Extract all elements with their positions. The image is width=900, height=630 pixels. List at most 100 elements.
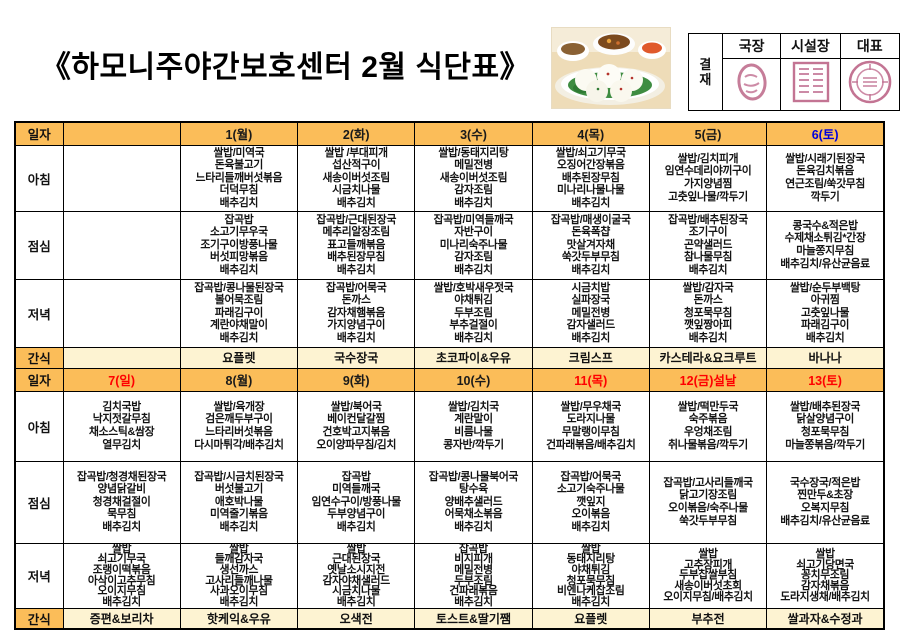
stamp-daepyo [839, 58, 900, 111]
menu-cell: 콩국수&적은밥 수제채소튀김*간장 마늘쫑지무침 배추김치/유산균음료 [766, 210, 885, 280]
row-label-lunch: 점심 [14, 460, 64, 544]
approval-box: 결재 국장 시설장 대표 [688, 33, 900, 111]
week2-lunch-row: 점심 잡곡밥/청경채된장국 양념닭갈비 청경채걸절이 묵무침 배추김치 잡곡밥/… [14, 460, 885, 544]
row-label-snack: 간식 [14, 346, 64, 369]
row-label-date: 일자 [14, 367, 64, 392]
week1-date-row: 일자 1(월) 2(화) 3(수) 4(목) 5(금) 6(토) [14, 121, 885, 146]
menu-cell: 쌀밥/미역국 돈육불고기 느타리들깨버섯볶음 더덕무침 배추김치 [179, 144, 299, 212]
menu-cell: 김치국밥 낙지젓갈무침 채소스틱&쌈장 열무김치 [62, 390, 181, 462]
menu-cell: 잡곡밥/배추된장국 조기구이 곤약샐러드 참나물무침 배추김치 [648, 210, 768, 280]
menu-cell: 쌀밥/김치피개 임연수데리야끼구이 가지양념찜 고춧잎나물/깍두기 [648, 144, 768, 212]
menu-cell: 국수장국/적은밥 찐만두&초장 오복지무침 배추김치/유산균음료 [766, 460, 885, 544]
menu-cell: 쌀밥/호박새우젓국 야채튀김 두부조림 부추걸절이 배추김치 [414, 278, 533, 348]
date-cell: 3(수) [414, 121, 533, 146]
menu-cell: 쌀밥 들깨감자국 생선까스 고사리들깨나물 사과오이무침 배추김치 [179, 542, 299, 609]
page-header: 《하모니주야간보호센터 2월 식단표》 결재 국장 시설장 대표 [0, 0, 900, 121]
date-cell: 13(토) [766, 367, 885, 392]
week1-lunch-row: 점심 잡곡밥 소고기무우국 조기구이방풍나물 버섯피망볶음 배추김치 잡곡밥/근… [14, 210, 885, 280]
date-cell: 2(화) [297, 121, 416, 146]
menu-cell: 잡곡밥 비지피개 메밀전병 두부조림 건파래볶음 배추김치 [414, 542, 533, 609]
approval-role-daepyo: 대표 [839, 33, 900, 59]
snack-cell: 바나나 [766, 346, 885, 369]
snack-cell: 카스테라&요크루트 [648, 346, 768, 369]
menu-cell: 쌀밥/배추된장국 닭살양념구이 청포묵무침 마늘쫑볶음/깍두기 [766, 390, 885, 462]
menu-cell: 잡곡밥 미역들깨국 임연수구이/방풍나물 두부양념구이 배추김치 [297, 460, 416, 544]
approval-role-gukjang: 국장 [721, 33, 782, 59]
date-cell: 4(목) [531, 121, 650, 146]
menu-cell: 쌀밥/감자국 돈까스 청포묵무침 깻잎짱아피 배추김치 [648, 278, 768, 348]
snack-cell: 크림스프 [531, 346, 650, 369]
snack-cell: 토스트&딸기쨈 [414, 607, 533, 630]
snack-cell: 요플렛 [531, 607, 650, 630]
menu-cell: 잡곡밥/어묵국 소고기숙주나물 깻잎지 오이볶음 배추김치 [531, 460, 650, 544]
menu-cell: 쌀밥/쇠고기무국 오징어간장볶음 배추된장무침 미나리나물나물 배추김치 [531, 144, 650, 212]
menu-cell [62, 210, 181, 280]
menu-cell [62, 144, 181, 212]
menu-cell: 잡곡밥/근대된장국 메추리알장조림 표고들깨볶음 배추된장무침 배추김치 [297, 210, 416, 280]
date-cell: 1(월) [179, 121, 299, 146]
menu-cell: 잡곡밥 소고기무우국 조기구이방풍나물 버섯피망볶음 배추김치 [179, 210, 299, 280]
week2-snack-row: 간식 증편&보리차 핫케익&우유 오색전 토스트&딸기쨈 요플렛 부추전 쌀과자… [14, 607, 885, 630]
row-label-breakfast: 아침 [14, 144, 64, 212]
menu-cell: 쌀밥 /부대피개 섭산적구이 새송이버섯조림 시금치나물 배추김치 [297, 144, 416, 212]
snack-cell: 오색전 [297, 607, 416, 630]
menu-cell: 쌀밥/순두부백탕 아귀찜 고춧잎나물 파래김구이 배추김치 [766, 278, 885, 348]
menu-cell: 잡곡밥/시금치된장국 버섯불고기 애호박나물 미역줄기볶음 배추김치 [179, 460, 299, 544]
week1-dinner-row: 저녁 잡곡밥/콩나물된장국 볼어묵조림 파래김구이 계란야채말이 배추김치 잡곡… [14, 278, 885, 348]
menu-cell: 잡곡밥/고사리들깨국 닭고기장조림 오이볶음/숙주나물 쑥갓두부무침 [648, 460, 768, 544]
snack-cell: 핫케익&우유 [179, 607, 299, 630]
date-cell: 11(목) [531, 367, 650, 392]
stamp-siseoljang [780, 58, 841, 111]
snack-cell: 요플렛 [179, 346, 299, 369]
menu-cell: 쌀밥/동태지리탕 메밀전병 새송이버섯조림 감자조림 배추김치 [414, 144, 533, 212]
menu-cell: 잡곡밥/매생이굴국 돈육폭챱 맛살겨자채 쑥갓두부무침 배추김치 [531, 210, 650, 280]
week2-dinner-row: 저녁 쌀밥 쇠고기무국 조랭이떡볶음 아삭이고추무침 오이지무침 배추김치 쌀밥… [14, 542, 885, 609]
row-label-dinner: 저녁 [14, 542, 64, 609]
row-label-lunch: 점심 [14, 210, 64, 280]
stamp-gukjang [721, 58, 782, 111]
menu-cell: 잡곡밥/청경채된장국 양념닭갈비 청경채걸절이 묵무침 배추김치 [62, 460, 181, 544]
snack-cell: 초코파이&우유 [414, 346, 533, 369]
row-label-date: 일자 [14, 121, 64, 146]
date-cell: 7(일) [62, 367, 181, 392]
week1-breakfast-row: 아침 쌀밥/미역국 돈육불고기 느타리들깨버섯볶음 더덕무침 배추김치 쌀밥 /… [14, 144, 885, 212]
menu-cell: 쌀밥/무우채국 도라지나물 무말랭이무침 건파래볶음/배추김치 [531, 390, 650, 462]
date-cell: 10(수) [414, 367, 533, 392]
date-cell: 5(금) [648, 121, 768, 146]
snack-cell: 쌀과자&수정과 [766, 607, 885, 630]
meal-plan-table: 일자 1(월) 2(화) 3(수) 4(목) 5(금) 6(토) 아침 쌀밥/미… [14, 121, 885, 630]
page-title: 《하모니주야간보호센터 2월 식단표》 [40, 51, 531, 84]
date-cell: 6(토) [766, 121, 885, 146]
menu-cell: 잡곡밥/콩나물북어국 탕수육 양배추샐러드 어묵채소볶음 배추김치 [414, 460, 533, 544]
snack-cell [62, 346, 181, 369]
row-label-snack: 간식 [14, 607, 64, 630]
menu-cell: 쌀밥 동태지리탕 야채튀김 청포묵무침 비엔나케찹조림 배추김치 [531, 542, 650, 609]
week2-breakfast-row: 아침 김치국밥 낙지젓갈무침 채소스틱&쌈장 열무김치 쌀밥/육개장 검은깨두부… [14, 390, 885, 462]
menu-cell: 쌀밥 고추장피개 두부찹쌀부침 새송이버섯초회 오이지무침/배추김치 [648, 542, 768, 609]
date-cell: 12(금)설날 [648, 367, 768, 392]
menu-cell: 쌀밥/김치국 계란말이 비름나물 콩자반/깍두기 [414, 390, 533, 462]
menu-cell [62, 278, 181, 348]
menu-cell: 쌀밥 근대된장국 옛날소시지전 감자야채샐러드 시금치나물 배추김치 [297, 542, 416, 609]
menu-cell: 시금치밥 실파장국 메밀전병 감자샐러드 배추김치 [531, 278, 650, 348]
snack-cell: 국수장국 [297, 346, 416, 369]
menu-cell: 쌀밥 쇠고기당면국 꽁치무조림 감자채볶음 도라지생채/배추김치 [766, 542, 885, 609]
menu-cell: 잡곡밥/콩나물된장국 볼어묵조림 파래김구이 계란야채말이 배추김치 [179, 278, 299, 348]
menu-cell: 쌀밥/시래기된장국 돈육김치볶음 연근조림/쑥갓무침 깍두기 [766, 144, 885, 212]
menu-cell: 잡곡밥/어묵국 돈까스 감자채햄볶음 가지양념구이 배추김치 [297, 278, 416, 348]
menu-cell: 잡곡밥/미역들깨국 자반구이 미나리숙주나물 감자조림 배추김치 [414, 210, 533, 280]
menu-cell: 쌀밥/북어국 베이컨달갈찜 건호박고지볶음 오이양파무침/김치 [297, 390, 416, 462]
approval-role-siseoljang: 시설장 [780, 33, 841, 59]
menu-cell: 쌀밥/육개장 검은깨두부구이 느타리버섯볶음 다시마튀각/배추김치 [179, 390, 299, 462]
menu-cell: 쌀밥/떡만두국 숙주볶음 우엉채조림 취나물볶음/깍두기 [648, 390, 768, 462]
food-photo [551, 27, 671, 109]
row-label-breakfast: 아침 [14, 390, 64, 462]
date-cell: 8(월) [179, 367, 299, 392]
date-cell [62, 121, 181, 146]
snack-cell: 증편&보리차 [62, 607, 181, 630]
snack-cell: 부추전 [648, 607, 768, 630]
menu-cell: 쌀밥 쇠고기무국 조랭이떡볶음 아삭이고추무침 오이지무침 배추김치 [62, 542, 181, 609]
date-cell: 9(화) [297, 367, 416, 392]
approval-label: 결재 [688, 33, 723, 111]
week1-snack-row: 간식 요플렛 국수장국 초코파이&우유 크림스프 카스테라&요크루트 바나나 [14, 346, 885, 369]
